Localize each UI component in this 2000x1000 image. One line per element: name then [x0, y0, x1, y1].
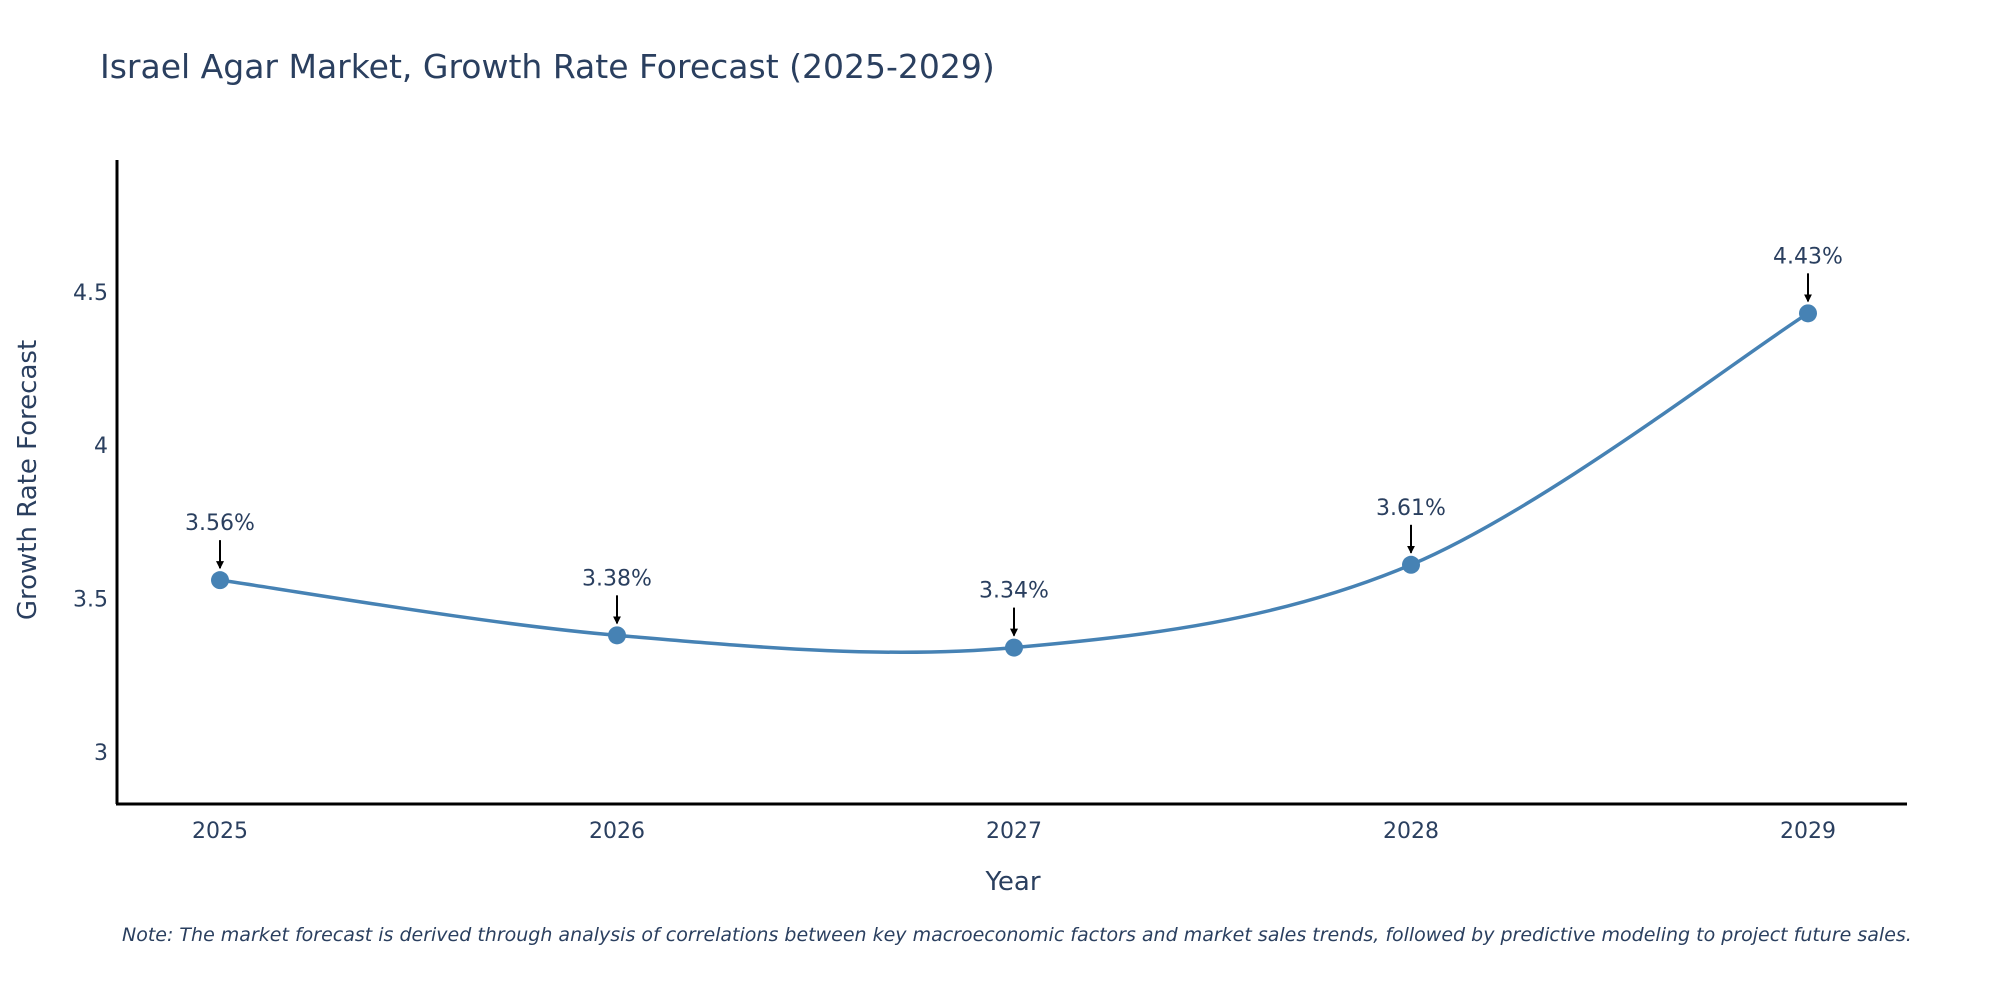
y-axis-title: Growth Rate Forecast: [13, 340, 43, 620]
x-tick-label: 2029: [1780, 819, 1836, 844]
y-axis-ticks: 3 3.5 4 4.5: [73, 281, 108, 766]
data-point: [1799, 304, 1817, 323]
chart-title: Israel Agar Market, Growth Rate Forecast…: [100, 47, 995, 86]
x-tick-label: 2025: [192, 819, 248, 844]
data-point: [1402, 555, 1420, 574]
data-point: [1005, 638, 1023, 657]
footnote: Note: The market forecast is derived thr…: [122, 924, 1912, 946]
x-tick-label: 2028: [1383, 819, 1439, 844]
plot-area: 3.56% 3.38% 3.34% 3.61% 4.43%: [185, 244, 1843, 657]
x-tick-label: 2027: [986, 819, 1042, 844]
x-axis-title: Year: [984, 867, 1040, 897]
y-tick-label: 3.5: [73, 588, 108, 613]
data-label: 4.43%: [1773, 244, 1843, 269]
data-label: 3.56%: [185, 511, 255, 536]
data-point: [211, 571, 229, 590]
x-axis-ticks: 2025 2026 2027 2028 2029: [192, 819, 1836, 844]
data-label: 3.38%: [582, 566, 652, 591]
y-tick-label: 4.5: [73, 281, 108, 306]
data-label: 3.61%: [1376, 496, 1446, 521]
data-point: [608, 626, 626, 645]
data-label: 3.34%: [979, 579, 1049, 604]
y-tick-label: 3: [94, 741, 108, 766]
x-tick-label: 2026: [589, 819, 645, 844]
y-tick-label: 4: [94, 434, 108, 459]
